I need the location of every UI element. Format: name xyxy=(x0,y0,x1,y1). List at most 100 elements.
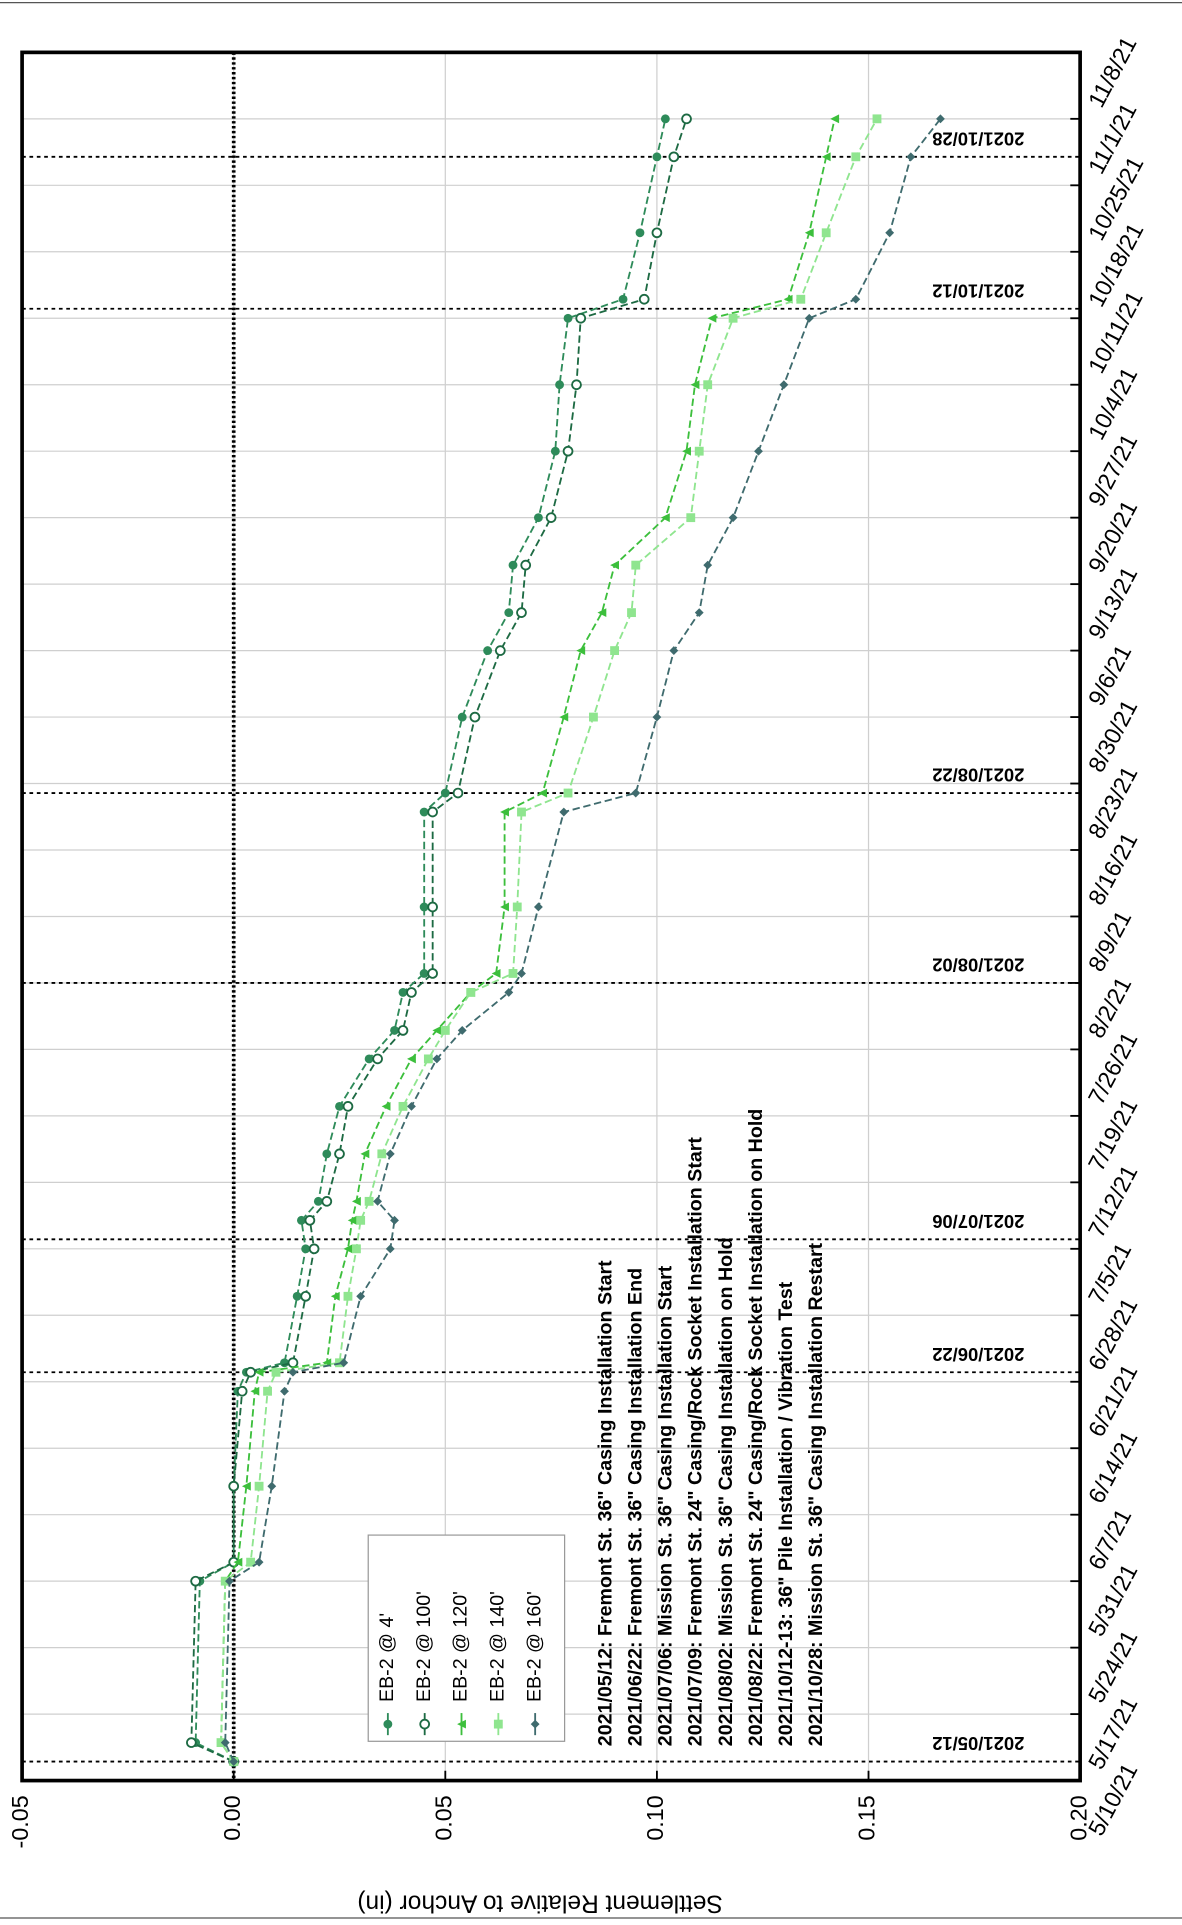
data-point xyxy=(407,1101,416,1111)
data-point xyxy=(296,1215,306,1225)
data-point xyxy=(651,227,663,239)
data-point xyxy=(517,969,526,978)
data-point xyxy=(432,1026,442,1035)
data-point xyxy=(390,1215,399,1225)
axis-title: Settlement Relative to Anchor (in) xyxy=(357,1890,722,1917)
event-label: 2021/10/12 xyxy=(932,280,1024,301)
data-point xyxy=(469,711,481,723)
data-point xyxy=(821,228,831,238)
data-point xyxy=(381,1101,391,1111)
data-point xyxy=(356,1291,366,1301)
data-point xyxy=(186,1737,197,1748)
data-point xyxy=(885,228,895,238)
data-point xyxy=(254,1557,264,1567)
data-point xyxy=(352,1196,361,1206)
annotation: 2021/08/02: Mission St. 36" Casing Insta… xyxy=(715,1237,737,1746)
legend-marker xyxy=(530,1719,540,1729)
series-line xyxy=(220,118,878,1763)
data-point xyxy=(390,1026,399,1035)
data-point xyxy=(352,1244,361,1254)
data-point xyxy=(796,294,806,304)
data-point xyxy=(246,1557,256,1567)
data-point xyxy=(419,902,429,912)
data-point xyxy=(631,788,641,798)
data-point xyxy=(508,969,518,978)
data-point xyxy=(427,901,438,913)
legend-marker xyxy=(383,1719,393,1729)
data-point xyxy=(372,1053,383,1065)
data-point xyxy=(681,113,692,125)
data-point xyxy=(694,446,704,456)
data-point xyxy=(241,1481,251,1491)
data-point xyxy=(508,560,518,570)
data-point xyxy=(300,1290,311,1302)
data-point xyxy=(517,807,526,817)
data-point xyxy=(627,608,636,618)
data-point xyxy=(254,1481,264,1491)
data-point xyxy=(313,1196,323,1206)
annotation: 2021/06/22: Fremont St. 36" Casing Insta… xyxy=(625,1268,647,1746)
data-point xyxy=(397,1025,409,1036)
data-point xyxy=(563,313,573,323)
data-point xyxy=(322,1149,332,1159)
data-point xyxy=(821,152,831,162)
legend-label: EB-2 @ 140' xyxy=(487,1591,509,1702)
annotation: 2021/10/28: Mission St. 36" Casing Insta… xyxy=(805,1242,827,1746)
data-point xyxy=(321,1196,333,1207)
data-point xyxy=(562,445,574,457)
y-tick-label: -0.05 xyxy=(7,1795,33,1848)
data-point xyxy=(360,1149,370,1159)
data-point xyxy=(589,712,598,722)
data-point xyxy=(343,1244,353,1254)
data-point xyxy=(668,151,680,163)
data-point xyxy=(830,114,840,124)
data-point xyxy=(245,1366,256,1378)
data-point xyxy=(373,1196,383,1206)
event-label: 2021/08/02 xyxy=(932,954,1024,975)
data-point xyxy=(652,712,662,722)
data-point xyxy=(220,1738,230,1748)
data-point xyxy=(559,712,569,722)
data-point xyxy=(457,712,467,722)
data-point xyxy=(660,513,670,523)
data-point xyxy=(504,608,514,618)
data-point xyxy=(707,313,717,323)
legend-marker xyxy=(419,1718,431,1730)
data-point xyxy=(419,807,429,817)
data-point xyxy=(516,607,527,618)
data-point xyxy=(500,902,509,912)
data-point xyxy=(423,1054,433,1064)
data-point xyxy=(364,1054,374,1064)
data-point xyxy=(339,1358,349,1368)
data-point xyxy=(618,294,628,304)
data-point xyxy=(427,806,438,818)
data-point xyxy=(545,512,557,523)
data-point xyxy=(491,969,501,978)
data-point xyxy=(356,1215,366,1225)
annotation: 2021/05/12: Fremont St. 36" Casing Insta… xyxy=(595,1260,617,1746)
data-point xyxy=(660,114,670,124)
event-label: 2021/05/12 xyxy=(932,1733,1024,1754)
data-point xyxy=(385,1244,395,1254)
y-tick-label: 0.15 xyxy=(854,1795,880,1840)
data-point xyxy=(638,293,650,305)
data-point xyxy=(271,1367,281,1377)
legend-marker xyxy=(457,1719,466,1729)
data-point xyxy=(407,1054,416,1064)
data-point xyxy=(610,646,620,656)
data-point xyxy=(483,646,493,656)
data-point xyxy=(342,1101,354,1112)
data-point xyxy=(635,228,645,238)
event-label: 2021/07/06 xyxy=(932,1211,1024,1232)
data-point xyxy=(254,1367,264,1377)
data-point xyxy=(250,1386,260,1396)
data-point xyxy=(682,446,691,456)
data-point xyxy=(419,969,429,978)
data-point xyxy=(728,513,738,523)
legend-label: EB-2 @ 160' xyxy=(523,1591,545,1702)
legend-label: EB-2 @ 120' xyxy=(450,1591,472,1702)
data-point xyxy=(229,1757,239,1766)
data-point xyxy=(538,788,548,798)
